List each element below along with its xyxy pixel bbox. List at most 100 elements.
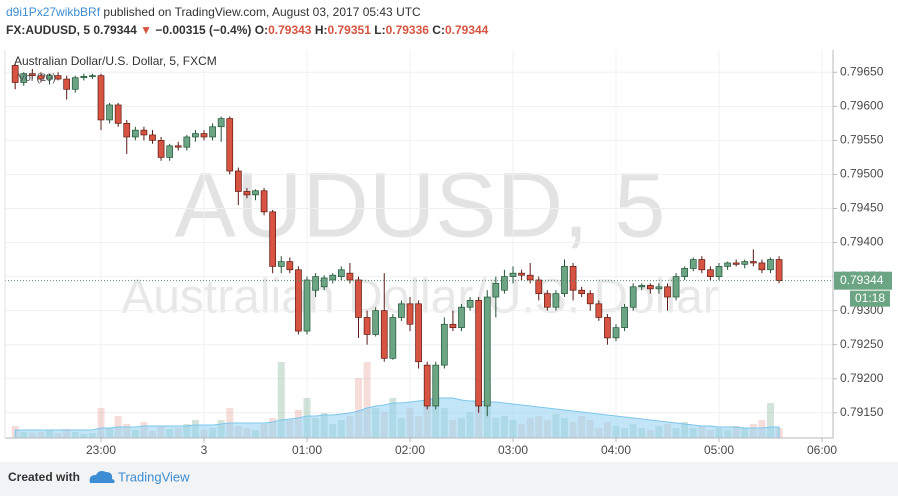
candle-body: [466, 300, 474, 308]
candle-body: [518, 272, 525, 276]
volume-bar: [97, 408, 105, 438]
candle-body: [157, 140, 165, 158]
candle-body: [604, 317, 611, 339]
candle-body: [741, 261, 749, 265]
candle-body: [217, 118, 225, 128]
candle-body: [732, 262, 740, 265]
y-tick-label: 0.79400: [840, 235, 884, 249]
candle-body: [629, 286, 637, 308]
candle-body: [758, 262, 766, 271]
l-label: L:: [374, 23, 386, 37]
h-label: H:: [314, 23, 328, 37]
candle-body: [715, 266, 723, 277]
l-value: 0.79336: [385, 23, 429, 37]
candle-body: [11, 65, 19, 83]
y-tick-label: 0.79250: [840, 337, 884, 351]
candle-body: [543, 293, 551, 308]
header-line: d9i1Px27wikbBRf published on TradingView…: [6, 3, 488, 21]
candle-body: [621, 306, 628, 329]
volume-bar: [767, 403, 774, 438]
y-tick-label: 0.79650: [840, 64, 884, 78]
header: d9i1Px27wikbBRf published on TradingView…: [6, 3, 488, 39]
volume-bar: [363, 362, 371, 438]
candle-body: [80, 75, 88, 79]
candle-body: [372, 310, 380, 335]
candle-body: [89, 75, 96, 78]
candle-body: [63, 78, 71, 90]
change: −0.00315 (−0.4%): [155, 23, 252, 37]
volume-ma: [14, 397, 780, 439]
candle-body: [681, 268, 689, 277]
candle-body: [269, 211, 277, 267]
footer-bar: [0, 462, 898, 496]
candle-body: [415, 303, 422, 363]
x-tick-label: 04:00: [601, 443, 631, 457]
author[interactable]: d9i1Px27wikbBRf: [6, 5, 101, 19]
arrow: ▼: [140, 23, 152, 37]
h-value: 0.79351: [327, 23, 371, 37]
candle-body: [183, 136, 191, 148]
candle-body: [71, 77, 79, 90]
candle-body: [526, 274, 534, 281]
candle-body: [707, 269, 714, 277]
candle-body: [166, 145, 174, 158]
candle-body: [423, 364, 431, 407]
candle-body: [440, 323, 448, 366]
candle-body: [775, 259, 783, 282]
candle-body: [140, 129, 148, 136]
candle-body: [209, 126, 216, 138]
candle-body: [363, 317, 371, 335]
candle-body: [243, 191, 251, 196]
candle-body: [346, 272, 354, 281]
x-tick-label: 03:00: [498, 443, 528, 457]
candle-body: [234, 170, 242, 192]
legend-title: Australian Dollar/U.S. Dollar, 5, FXCM: [14, 54, 217, 68]
candle-body: [698, 259, 706, 271]
symbol: FX:AUDUSD, 5: [6, 23, 91, 37]
candle-body: [303, 279, 311, 332]
footer-brand[interactable]: TradingView: [118, 469, 190, 484]
candle-body: [535, 279, 543, 294]
candle-body: [492, 283, 500, 298]
candle-body: [329, 274, 337, 281]
candle-body: [664, 286, 671, 298]
candle-body: [449, 323, 457, 329]
candle-body: [646, 285, 654, 290]
candle-body: [28, 73, 36, 77]
x-tick-label: 01:00: [292, 443, 322, 457]
candle-body: [192, 133, 199, 138]
last: 0.79344: [93, 23, 137, 37]
candle-body: [131, 129, 139, 138]
y-tick-label: 0.79550: [840, 133, 884, 147]
candle-body: [260, 190, 268, 213]
candle-body: [552, 293, 560, 308]
candle-body: [106, 104, 113, 121]
candle-body: [97, 75, 105, 121]
y-tick-label: 0.79600: [840, 98, 884, 112]
candle-body: [586, 293, 594, 305]
c-label: C:: [432, 23, 445, 37]
candle-body: [380, 310, 388, 359]
c-value: 0.79344: [444, 23, 489, 37]
y-tick-label: 0.79200: [840, 371, 884, 385]
candle-body: [312, 276, 319, 291]
x-tick-label: 05:00: [704, 443, 734, 457]
candle-body: [114, 104, 122, 124]
watermark: AUDUSD, 5: [175, 154, 666, 256]
candle-body: [689, 259, 697, 269]
y-tick-label: 0.79150: [840, 405, 884, 419]
footer-created: Created with: [8, 470, 80, 484]
header-quote: FX:AUDUSD, 5 0.79344 ▼ −0.00315 (−0.4%) …: [6, 21, 488, 39]
candle-body: [672, 276, 680, 298]
candle-body: [612, 327, 620, 339]
candle-body: [749, 261, 757, 264]
last-price-box: [834, 271, 892, 290]
candle-body: [46, 75, 53, 80]
candle-body: [37, 75, 45, 80]
candle-body: [54, 75, 62, 80]
candle-body: [475, 300, 483, 407]
candle-body: [655, 286, 663, 290]
candle-body: [20, 73, 28, 83]
candle-body: [277, 261, 285, 267]
